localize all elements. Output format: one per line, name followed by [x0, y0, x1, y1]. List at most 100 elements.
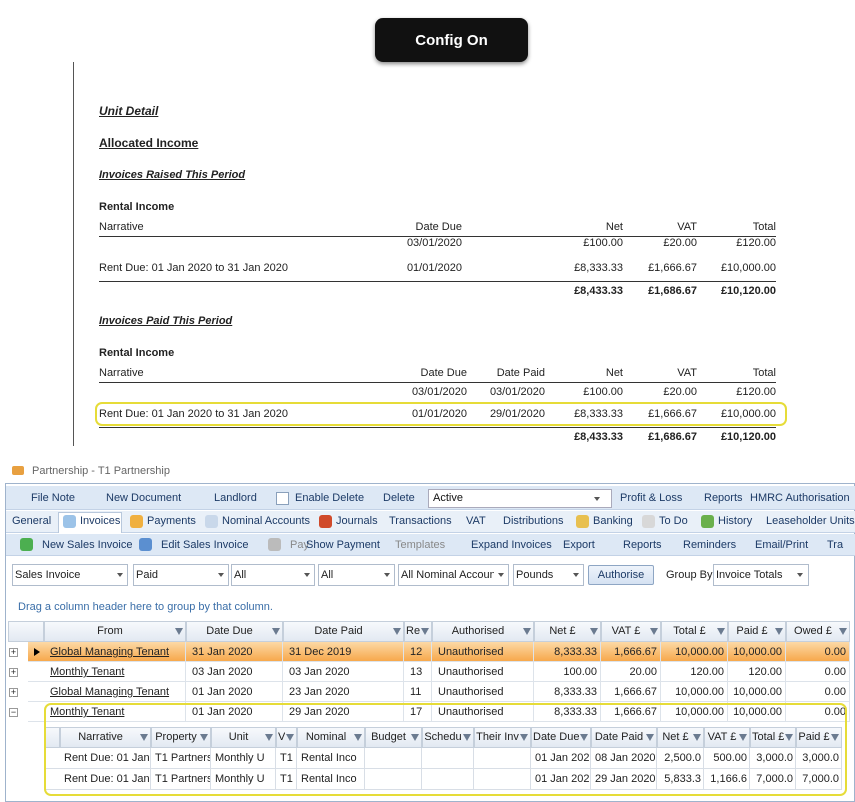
tab[interactable]: Transactions	[389, 515, 452, 527]
column-header[interactable]	[432, 621, 534, 642]
authorise-button[interactable]	[588, 565, 654, 585]
column-header-text[interactable]: Owed £	[794, 625, 832, 637]
column-header[interactable]	[365, 727, 422, 748]
toolbar-button[interactable]: Enable Delete	[295, 492, 365, 504]
column-header-text[interactable]: Narrative	[78, 731, 123, 743]
column-header[interactable]	[786, 621, 850, 642]
column-header[interactable]	[283, 621, 404, 642]
action-button[interactable]: Expand Invoices	[471, 539, 552, 551]
column-header-text[interactable]: Schedu	[424, 731, 462, 743]
group-dropdown[interactable]	[713, 564, 809, 586]
grid-cell[interactable]: Global Managing Tenant	[50, 646, 170, 658]
column-header-text[interactable]: VAT £	[611, 625, 641, 637]
column-header[interactable]	[60, 727, 151, 748]
column-header-text[interactable]: From	[97, 625, 123, 637]
column-header-text[interactable]: Ref	[406, 625, 420, 637]
tab[interactable]: Nominal Accounts	[222, 515, 311, 527]
grid-cell[interactable]: Monthly Tenant	[50, 666, 125, 678]
action-button[interactable]: Pay	[290, 539, 309, 551]
action-button[interactable]: Templates	[395, 539, 446, 551]
action-button[interactable]: Reminders	[683, 539, 737, 551]
action-button[interactable]: Show Payment	[306, 539, 380, 551]
column-header[interactable]	[661, 621, 728, 642]
column-header-text[interactable]: Their Inv	[476, 731, 519, 743]
column-header-text[interactable]: Paid £	[798, 731, 830, 743]
grid-cell[interactable]: Global Managing Tenant	[50, 686, 170, 698]
grid-cell[interactable]: Monthly Tenant	[50, 706, 125, 718]
toolbar-button[interactable]: Active	[433, 492, 463, 504]
column-header[interactable]	[534, 621, 601, 642]
column-header[interactable]	[750, 727, 796, 748]
column-header-text[interactable]: Date Paid	[314, 625, 363, 637]
filter-dropdown[interactable]	[513, 564, 584, 586]
grid-row[interactable]	[28, 662, 850, 682]
expander[interactable]: +	[9, 667, 18, 677]
checkbox[interactable]	[276, 492, 289, 505]
column-header[interactable]	[474, 727, 531, 748]
column-header[interactable]	[211, 727, 276, 748]
column-header-text[interactable]: Net £	[662, 731, 689, 743]
column-header-text[interactable]: Net £	[549, 625, 576, 637]
tab[interactable]: Invoices	[80, 515, 121, 527]
tab[interactable]: Leaseholder Units	[766, 515, 855, 527]
tab[interactable]: To Do	[659, 515, 688, 527]
column-header-text[interactable]: Total £	[673, 625, 706, 637]
toolbar-button[interactable]: Delete	[383, 492, 415, 504]
column-header[interactable]	[601, 621, 661, 642]
toolbar-button[interactable]: File Note	[31, 492, 76, 504]
column-header[interactable]	[657, 727, 704, 748]
column-header[interactable]	[297, 727, 365, 748]
column-header-text[interactable]: Total £	[752, 731, 784, 743]
filter-dropdown[interactable]	[318, 564, 395, 586]
column-header[interactable]	[796, 727, 842, 748]
column-header[interactable]	[704, 727, 750, 748]
column-header-text[interactable]: Budget	[371, 731, 406, 743]
column-header[interactable]	[591, 727, 657, 748]
column-header[interactable]	[728, 621, 786, 642]
action-button[interactable]: Export	[563, 539, 595, 551]
tab[interactable]: Payments	[147, 515, 196, 527]
expander[interactable]: +	[9, 647, 18, 657]
column-header[interactable]	[531, 727, 591, 748]
tab[interactable]: General	[12, 515, 52, 527]
column-header-text[interactable]: Unit	[228, 731, 249, 743]
toolbar-button[interactable]: Reports	[704, 492, 743, 504]
column-header-text[interactable]: Property	[155, 731, 197, 743]
dropdown[interactable]	[428, 489, 612, 508]
column-header[interactable]	[44, 621, 186, 642]
grid-row[interactable]	[28, 682, 850, 702]
action-button[interactable]: Edit Sales Invoice	[161, 539, 249, 551]
grid-row[interactable]	[28, 642, 850, 662]
action-button[interactable]: New Sales Invoice	[42, 539, 133, 551]
toolbar-button[interactable]: New Document	[106, 492, 182, 504]
column-header[interactable]	[404, 621, 432, 642]
action-button[interactable]: Tra	[827, 539, 844, 551]
column-header-text[interactable]: Authorised	[451, 625, 505, 637]
toolbar-button[interactable]: HMRC Authorisation	[750, 492, 850, 504]
toolbar-button[interactable]: Profit & Loss	[620, 492, 683, 504]
column-header-text[interactable]: Date Paid	[594, 731, 644, 743]
tab[interactable]: Distributions	[503, 515, 564, 527]
tab[interactable]: Banking	[593, 515, 633, 527]
column-header[interactable]	[422, 727, 474, 748]
column-header-text[interactable]: VAT £	[707, 731, 737, 743]
filter-dropdown[interactable]	[133, 564, 229, 586]
column-header[interactable]	[186, 621, 283, 642]
action-button[interactable]: Email/Print	[755, 539, 809, 551]
column-header[interactable]	[151, 727, 211, 748]
column-header-text[interactable]: Paid £	[736, 625, 768, 637]
column-header-text[interactable]: Date Due	[206, 625, 253, 637]
tab[interactable]: VAT	[466, 515, 486, 527]
filter-dropdown[interactable]	[398, 564, 509, 586]
expander[interactable]: −	[9, 707, 18, 717]
expander[interactable]: +	[9, 687, 18, 697]
filter-dropdown[interactable]	[12, 564, 128, 586]
column-header-text[interactable]: Date Due	[533, 731, 579, 743]
filter-dropdown[interactable]	[231, 564, 315, 586]
grid-row[interactable]	[28, 702, 850, 722]
tab[interactable]: Journals	[336, 515, 378, 527]
authorise[interactable]: Authorise	[597, 569, 645, 581]
column-header-text[interactable]: Nominal	[305, 731, 347, 743]
column-header-text[interactable]: V	[278, 731, 285, 743]
tab[interactable]: History	[718, 515, 753, 527]
